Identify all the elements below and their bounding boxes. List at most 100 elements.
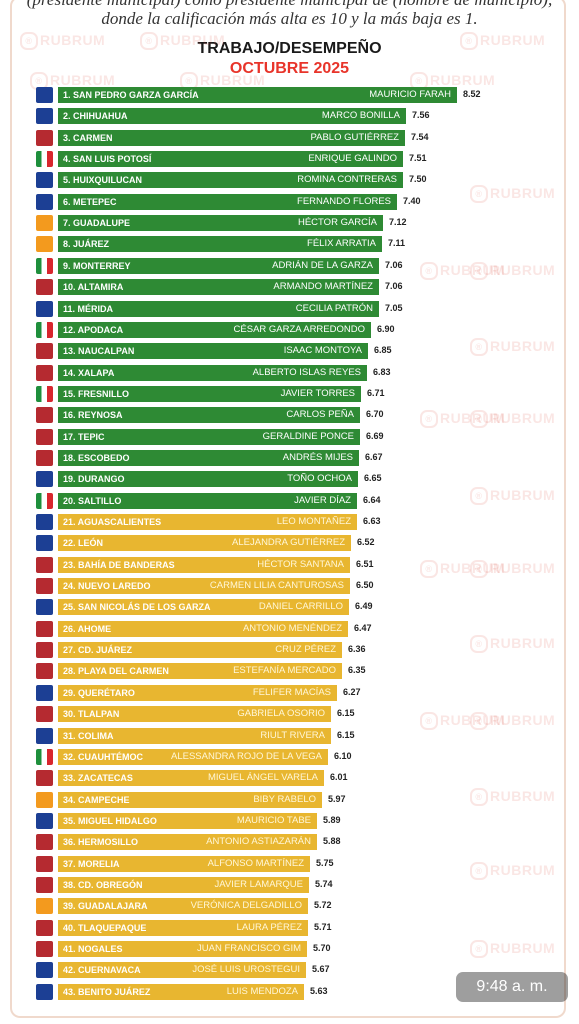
score-bar: 15. FRESNILLO JAVIER TORRES [58,386,361,402]
score-bar: 4. SAN LUIS POTOSÍ ENRIQUE GALINDO [58,151,403,167]
score-bar: 33. ZACATECAS MIGUEL ÁNGEL VARELA [58,770,324,786]
municipality-label: 22. LEÓN [63,538,104,548]
score-value: 5.97 [328,794,346,804]
party-logo-icon: MORENA [36,130,53,146]
score-bar: 14. XALAPA ALBERTO ISLAS REYES [58,365,367,381]
watermark-text: RUBRUM [420,262,505,280]
municipality-label: 40. TLAQUEPAQUE [63,923,147,933]
watermark-text: RUBRUM [470,862,555,880]
watermark-text: RUBRUM [140,32,225,50]
score-value: 5.71 [314,922,332,932]
party-logo-icon: PRI [36,749,53,765]
municipality-label: 13. NAUCALPAN [63,346,135,356]
score-value: 6.47 [354,623,372,633]
municipality-label: 34. CAMPECHE [63,795,130,805]
score-value: 6.64 [363,495,381,505]
score-value: 7.11 [388,238,406,248]
municipality-label: 43. BENITO JUÁREZ [63,987,151,997]
municipality-label: 39. GUADALAJARA [63,901,148,911]
mayor-label: JOSÉ LUIS UROSTEGUI [192,964,300,975]
mayor-label: ALESSANDRA ROJO DE LA VEGA [171,751,322,762]
party-logo-icon: MORENA [36,920,53,936]
score-bar: 30. TLALPAN GABRIELA OSORIO [58,706,331,722]
score-bar: 38. CD. OBREGÓN JAVIER LAMARQUE [58,877,309,893]
score-value: 7.12 [389,217,407,227]
party-logo-icon: MORENA [36,856,53,872]
municipality-label: 1. SAN PEDRO GARZA GARCÍA [63,90,199,100]
mayor-label: VERÓNICA DELGADILLO [190,900,302,911]
score-bar: 34. CAMPECHE BIBY RABELO [58,792,322,808]
mayor-label: LAURA PÉREZ [236,922,302,933]
score-bar: 26. AHOME ANTONIO MENÉNDEZ [58,621,348,637]
score-value: 6.70 [366,409,384,419]
score-value: 6.01 [330,772,348,782]
mayor-label: ROMINA CONTRERAS [297,174,397,185]
municipality-label: 38. CD. OBREGÓN [63,880,143,890]
municipality-label: 4. SAN LUIS POTOSÍ [63,154,152,164]
score-value: 7.05 [385,303,403,313]
score-bar: 31. COLIMA RIULT RIVERA [58,728,331,744]
municipality-label: 2. CHIHUAHUA [63,111,128,121]
mayor-label: ISAAC MONTOYA [283,345,362,356]
municipality-label: 17. TEPIC [63,432,105,442]
score-value: 6.71 [367,388,385,398]
mayor-label: TOÑO OCHOA [287,473,352,484]
watermark-text: RUBRUM [470,487,555,505]
party-logo-icon: PAN [36,728,53,744]
mayor-label: ANDRÉS MIJES [282,452,353,463]
mayor-label: ALEJANDRA GUTIÉRREZ [232,537,345,548]
mayor-label: JUAN FRANCISCO GIM [197,943,301,954]
score-value: 5.72 [314,900,332,910]
municipality-label: 33. ZACATECAS [63,773,133,783]
score-bar: 22. LEÓN ALEJANDRA GUTIÉRREZ [58,535,351,551]
party-logo-icon: MORENA [36,578,53,594]
score-bar: 19. DURANGO TOÑO OCHOA [58,471,358,487]
municipality-label: 14. XALAPA [63,368,115,378]
score-value: 5.74 [315,879,333,889]
party-logo-icon: MC [36,236,53,252]
score-value: 6.15 [337,730,355,740]
municipality-label: 27. CD. JUÁREZ [63,645,133,655]
municipality-label: 37. MORELIA [63,859,120,869]
watermark-text: RUBRUM [470,410,555,428]
score-bar: 25. SAN NICOLÁS DE LOS GARZA DANIEL CARRI… [58,599,349,615]
watermark-text: RUBRUM [420,560,505,578]
score-value: 6.27 [343,687,361,697]
score-bar: 13. NAUCALPAN ISAAC MONTOYA [58,343,368,359]
municipality-label: 12. APODACA [63,325,124,335]
score-value: 5.63 [310,986,328,996]
score-value: 6.49 [355,601,373,611]
score-bar: 41. NOGALES JUAN FRANCISCO GIM [58,941,307,957]
score-bar: 28. PLAYA DEL CARMEN ESTEFANÍA MERCADO [58,663,342,679]
score-bar: 2. CHIHUAHUA MARCO BONILLA [58,108,406,124]
score-value: 5.75 [316,858,334,868]
score-bar: 6. METEPEC FERNANDO FLORES [58,194,397,210]
municipality-label: 35. MIGUEL HIDALGO [63,816,157,826]
intro-line-2: donde la calificación más alta es 10 y l… [101,9,478,28]
party-logo-icon: PAN [36,813,53,829]
party-logo-icon: PAN [36,514,53,530]
mayor-label: MIGUEL ÁNGEL VARELA [208,772,318,783]
municipality-label: 11. MÉRIDA [63,304,114,314]
municipality-label: 19. DURANGO [63,474,125,484]
party-logo-icon: PRI [36,493,53,509]
party-logo-icon: PRI [36,322,53,338]
mayor-label: DANIEL CARRILLO [258,601,343,612]
mayor-label: MAURICIO TABE [236,815,311,826]
party-logo-icon: MORENA [36,279,53,295]
municipality-label: 32. CUAUHTÉMOC [63,752,144,762]
municipality-label: 30. TLALPAN [63,709,120,719]
party-logo-icon: MORENA [36,642,53,658]
score-bar: 18. ESCOBEDO ANDRÉS MIJES [58,450,359,466]
party-logo-icon: PAN [36,194,53,210]
party-logo-icon: PRI [36,386,53,402]
score-bar: 36. HERMOSILLO ANTONIO ASTIAZARÁN [58,834,317,850]
mayor-label: FELIFER MACÍAS [252,687,331,698]
party-logo-icon: MORENA [36,834,53,850]
municipality-label: 23. BAHÍA DE BANDERAS [63,560,175,570]
score-bar: 9. MONTERREY ADRIÁN DE LA GARZA [58,258,379,274]
watermark-text: RUBRUM [470,940,555,958]
municipality-label: 41. NOGALES [63,944,123,954]
score-bar: 8. JUÁREZ FÉLIX ARRATIA [58,236,382,252]
mayor-label: CARLOS PEÑA [286,409,354,420]
